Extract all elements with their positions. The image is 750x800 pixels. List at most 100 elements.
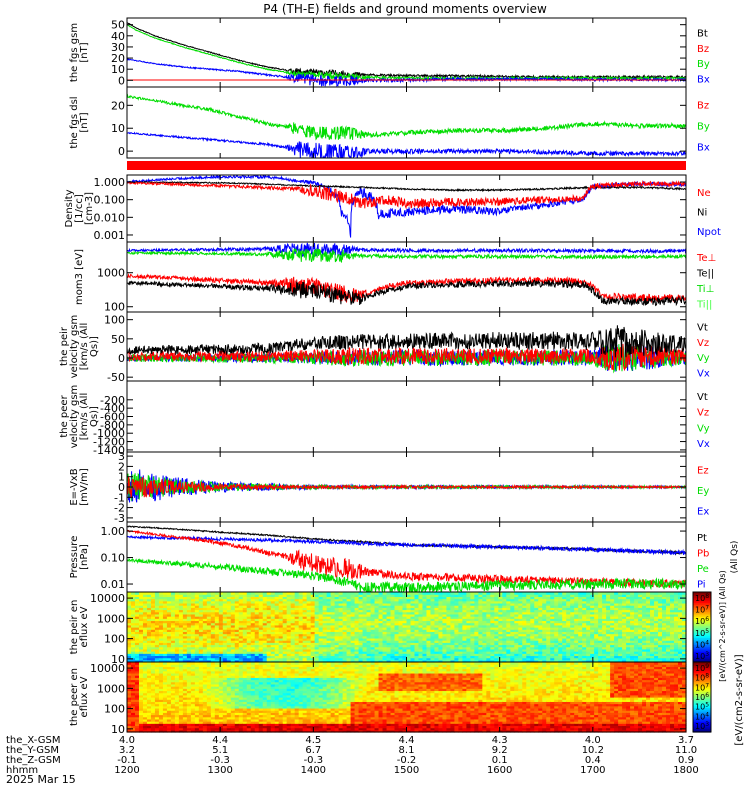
ylabel-ion-spectrogram: the peir eneflux eV [69,600,90,655]
ytick-label: 1 [118,471,125,484]
ytick-label: -2 [114,502,125,515]
legend-Ne-density: Ne [697,188,711,199]
ephemeris-value: 11.0 [675,745,697,756]
legend-Pb-pressure: Pb [697,548,709,559]
svg-text:the peir eneflux eV: the peir eneflux eV [69,600,90,655]
ytick-label: -1200 [93,436,125,449]
legend-Vt-velocity-e: Vt [697,392,708,403]
ylabel-fgs-gsm: the fgs gsm[nT] [69,23,90,82]
ephemeris-label: the_X-GSM [6,735,60,746]
panel-frame [126,380,687,453]
ephemeris-value: 1800 [673,765,698,776]
ytick-label: 0.001 [94,229,126,242]
legend-Vy-velocity-e: Vy [697,423,710,434]
ytick-label: -400 [100,402,125,415]
legend-Vx-velocity-e: Vx [697,439,710,450]
colorbar-tick: 106 [695,616,709,626]
legend-Vt-velocity-i: Vt [697,323,708,334]
series-Pb-pressure [127,529,686,589]
ephemeris-value: 1200 [114,765,139,776]
ephemeris-value: 4.0 [119,735,135,746]
ytick-label: 50 [111,19,125,32]
ephemeris-value: 4.3 [492,735,508,746]
ytick-label: 0 [118,145,125,158]
ytick-label: 0 [118,74,125,87]
ytick-label: -1400 [93,444,125,457]
date-label: 2025 Mar 15 [6,773,76,786]
ylabel-velocity-i: the peirvelocity gsm[km/s (AllQs)] [59,315,100,379]
ytick-label: 1.000 [94,176,126,189]
ylabel-efield: E=-VxB[mV/m] [69,468,90,506]
series-Ti||-temperature [127,248,686,263]
ytick-label: 3 [118,450,125,463]
quality-flag-bar [127,161,686,170]
series-Ti⊥-temperature [127,278,686,307]
ytick-label: 20 [111,52,125,65]
svg-text:the peervelocity gsm[km/s (All: the peervelocity gsm[km/s (AllQs)] [59,385,100,449]
ephemeris-value: -0.2 [397,755,417,766]
ytick-label: 0.10 [101,552,126,565]
ytick-label: 10 [111,63,125,76]
spectrogram-units: [eV/(cm^2-s-sr-eV)] (All Qs) [718,570,727,681]
ytick-label: 0.01 [101,578,126,591]
ytick-label: -1000 [93,427,125,440]
ephemeris-value: 1500 [394,765,419,776]
panel-frame [126,86,687,159]
ephemeris-value: 5.1 [212,745,228,756]
ytick-label: 2 [118,460,125,473]
legend-Te||-temperature: Te|| [696,268,714,279]
ytick-label: 100 [104,301,125,314]
series-Pi-pressure [127,534,686,556]
ephemeris-value: 0.9 [678,755,694,766]
legend-Vy-velocity-i: Vy [697,353,710,364]
ylabel-pressure: Pressure[nPa] [69,536,90,579]
legend-note: (All Qs) [730,541,740,574]
legend-Pt-pressure: Pt [697,533,707,544]
legend-Vz-velocity-i: Vz [697,338,709,349]
ephemeris-label: the_Y-GSM [6,745,59,756]
ephemeris-value: 8.1 [399,745,415,756]
svg-text:E=-VxB[mV/m]: E=-VxB[mV/m] [69,468,90,506]
ytick-label: -600 [100,411,125,424]
legend-Ni-density: Ni [697,208,707,219]
ytick-label: 50 [111,333,125,346]
series-Vz-velocity-i [127,343,686,372]
ephemeris-value: 3.2 [119,745,135,756]
colorbar-tick: 107 [695,605,709,615]
colorbar-tick: 106 [695,692,709,702]
ephemeris-value: 9.2 [492,745,508,756]
ephemeris-value: -0.1 [117,755,137,766]
ephemeris-value: 1600 [487,765,512,776]
legend-Bx-fgs-gsm: Bx [697,74,710,85]
series-By-fgs-gsm [127,24,686,82]
ephemeris-value: 4.4 [399,735,415,746]
ytick-label: 100 [104,703,125,716]
ytick-label: 100 [104,633,125,646]
panel-fgs-dsl: 0 10 20 the fgs dsl[nT] Bz By Bx [69,86,710,159]
ephemeris-label: hhmm [6,765,38,776]
colorbar-label: [eV/(cm2-s-sr-eV)] [734,654,745,745]
panel-velocity-i: -50 0 50 100 the peirvelocity gsm[km/s (AllQ… [59,311,710,384]
ytick-label: 10 [111,653,125,666]
legend-Bz-fgs-gsm: Bz [697,44,709,55]
ytick-label: -1 [114,491,125,504]
colorbar-tick: 107 [695,682,709,692]
ytick-label: 1000 [97,612,125,625]
ytick-label: 10 [111,122,125,135]
spectrogram-cells [127,592,687,663]
ephemeris-value: 10.2 [582,745,604,756]
legend-Te⊥-temperature: Te⊥ [696,253,716,264]
ylabel-fgs-dsl: the fgs dsl[nT] [69,96,90,148]
ephemeris-value: 4.4 [212,735,228,746]
ephemeris-value: 0.4 [585,755,601,766]
svg-text:the peirvelocity gsm[km/s (All: the peirvelocity gsm[km/s (AllQs)] [59,315,100,379]
ytick-label: -3 [114,512,125,525]
legend-By-fgs-gsm: By [697,59,710,70]
colorbar-tick: 108 [695,593,709,603]
legend-Bz-fgs-dsl: Bz [697,101,709,112]
legend-Npot-density: Npot [697,227,721,238]
